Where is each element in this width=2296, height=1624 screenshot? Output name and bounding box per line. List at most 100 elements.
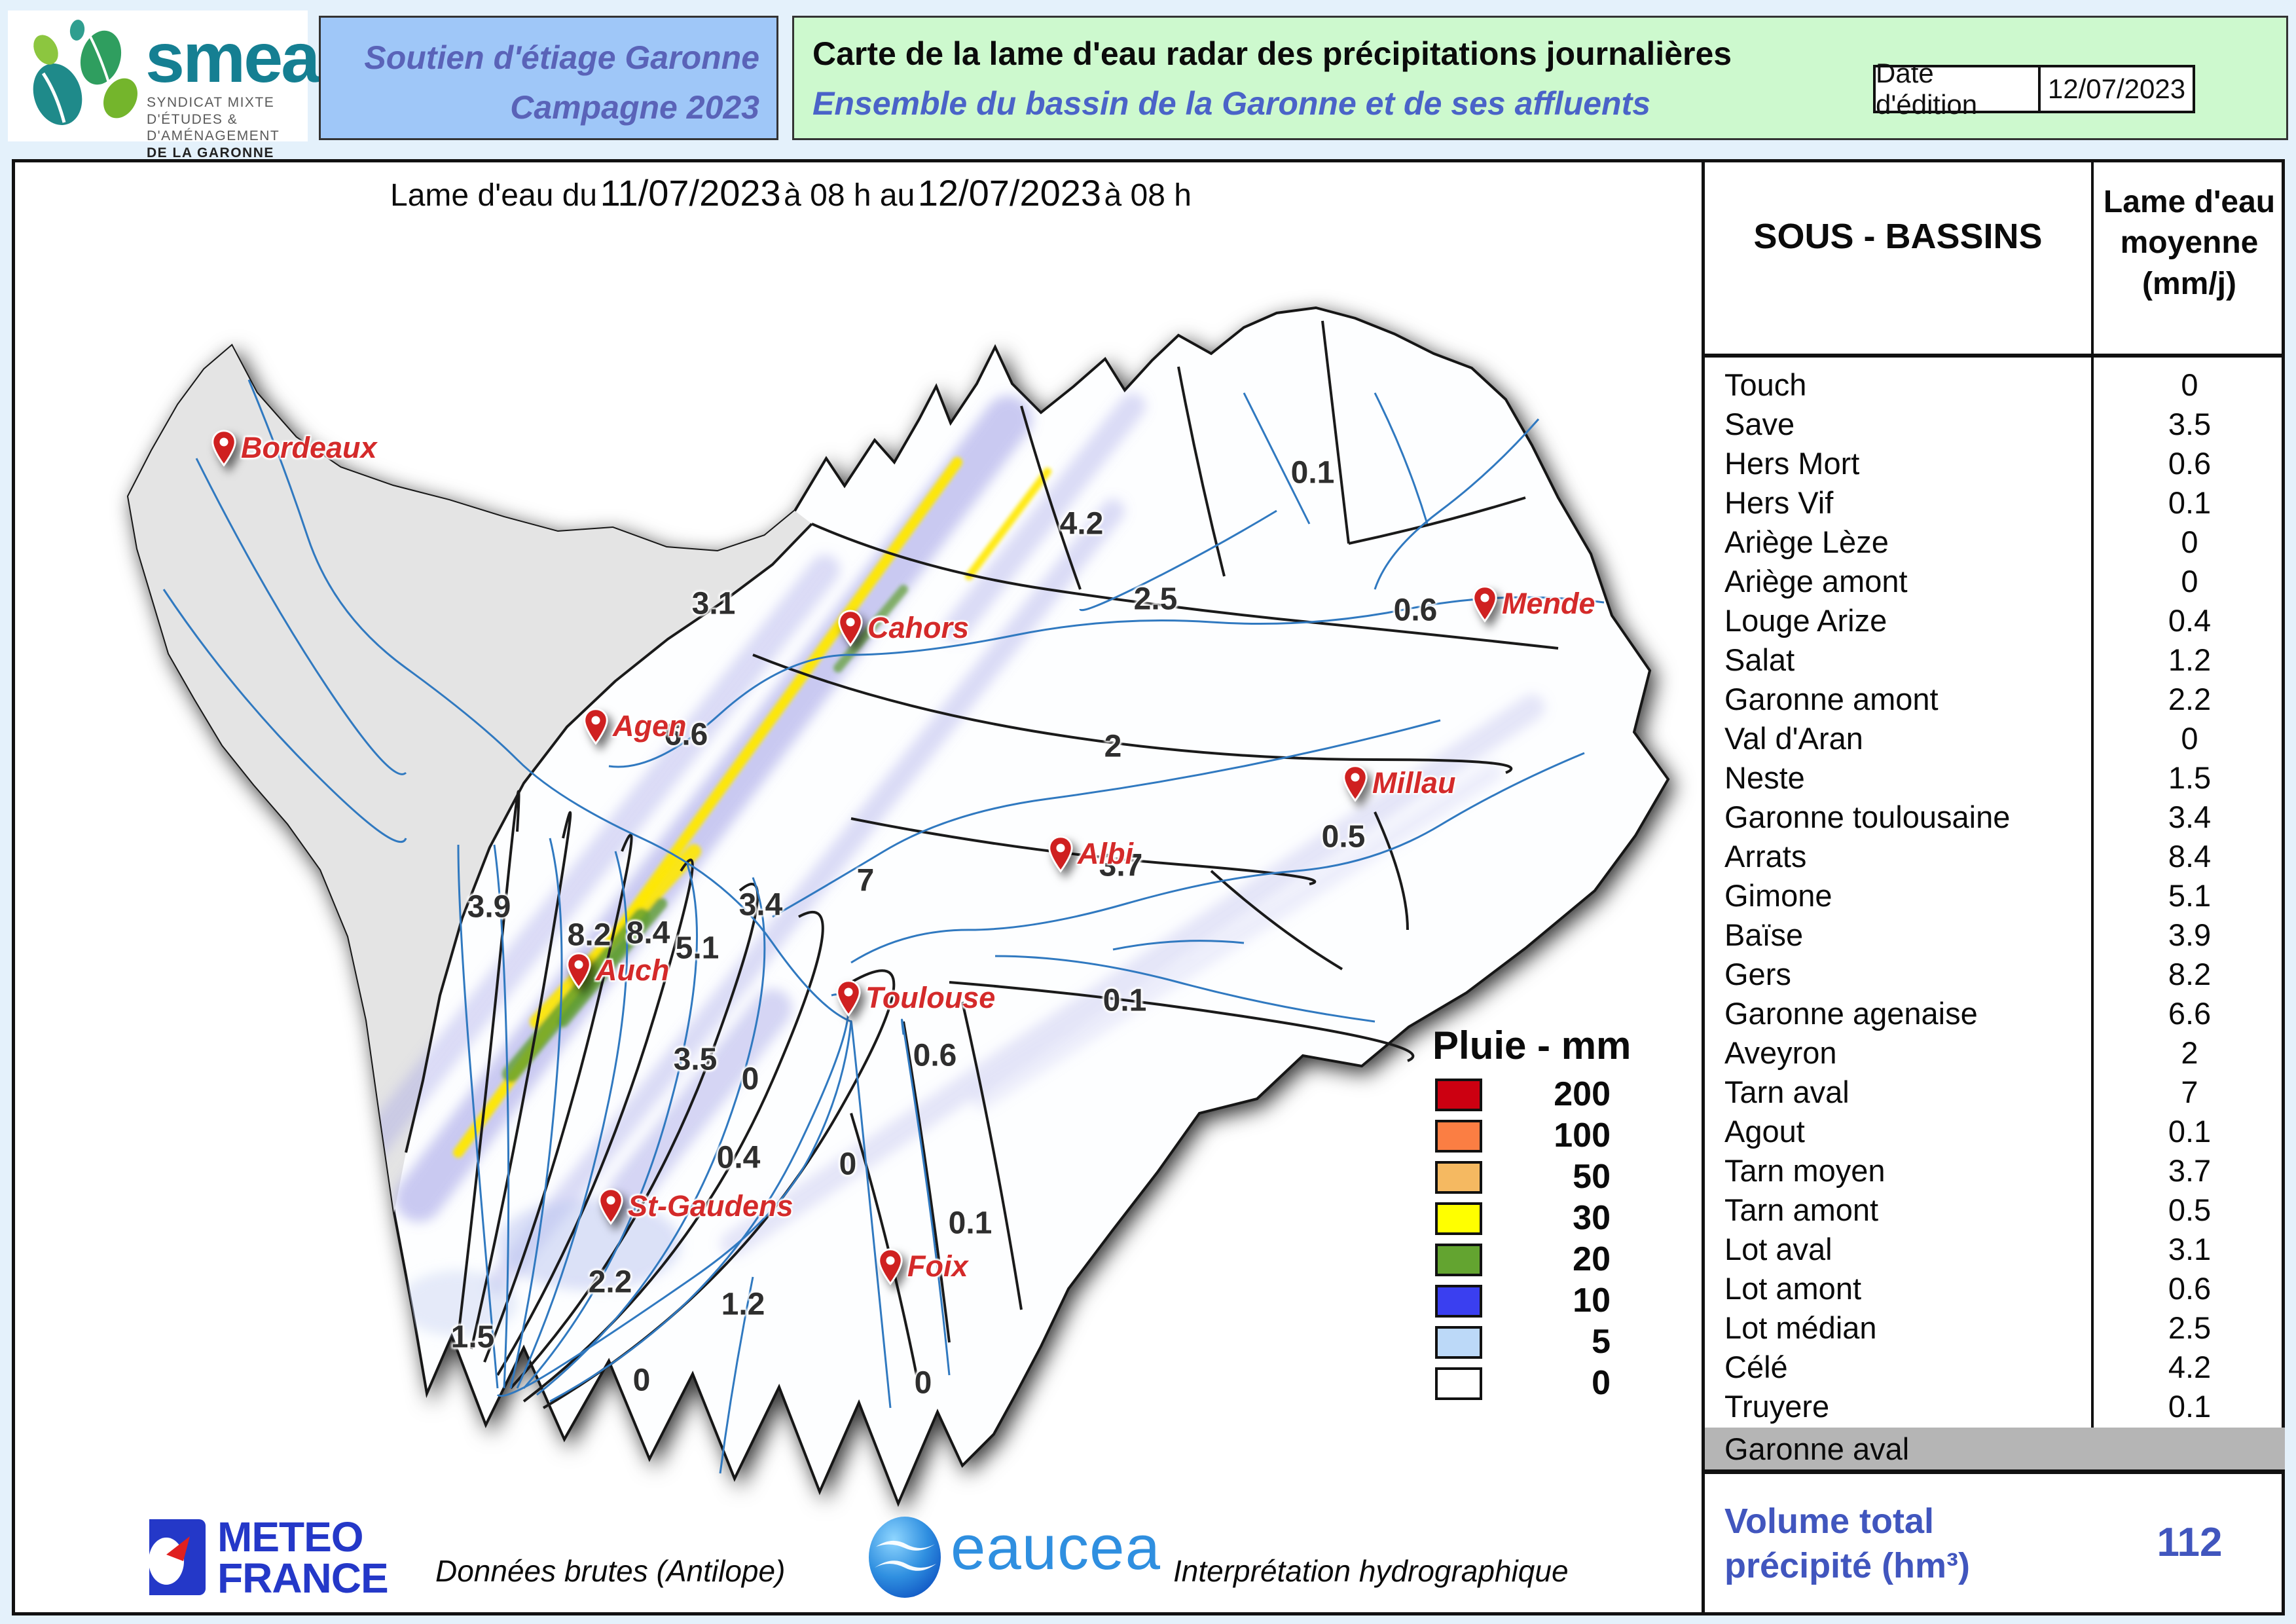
meteo-france-icon xyxy=(124,1514,211,1600)
precipitation-value: 1.2 xyxy=(721,1287,765,1322)
legend-label: 200 xyxy=(1554,1075,1611,1113)
table-row: Tarn aval 7 xyxy=(1705,1074,2285,1113)
precipitation-value: 0.4 xyxy=(716,1140,761,1175)
precipitation-value: 3.9 xyxy=(467,889,511,925)
basin-value: 8.4 xyxy=(2168,839,2212,874)
basin-name: Garonne toulousaine xyxy=(1724,800,2011,834)
table-total-divider xyxy=(1702,1469,2285,1474)
table-row: Touch 0 xyxy=(1705,367,2285,406)
precipitation-value: 0.1 xyxy=(1290,455,1335,490)
basin-value: 0.1 xyxy=(2168,485,2212,520)
table-row: Gimone 5.1 xyxy=(1705,877,2285,917)
eaucea-note: Interprétation hydrographique xyxy=(1173,1554,1569,1588)
basin-value: 1.2 xyxy=(2168,642,2212,677)
table-row: Ariège Lèze 0 xyxy=(1705,524,2285,563)
table-row-garonne-aval: Garonne aval xyxy=(1705,1428,2285,1469)
campaign-banner: Soutien d'étiage Garonne Campagne 2023 xyxy=(319,16,778,140)
table-row: Agout 0.1 xyxy=(1705,1113,2285,1153)
rivers xyxy=(162,379,1605,1474)
precipitation-value: 3.5 xyxy=(673,1042,718,1077)
precipitation-value: 8.4 xyxy=(626,915,670,951)
city-label: Cahors xyxy=(867,611,970,644)
city-label: Bordeaux xyxy=(241,431,377,464)
legend-label: 0 xyxy=(1592,1364,1611,1402)
basin-value: 1.5 xyxy=(2168,760,2212,795)
precipitation-value: 2 xyxy=(1104,729,1122,764)
legend-swatch xyxy=(1435,1079,1482,1111)
table-row: Garonne toulousaine 3.4 xyxy=(1705,799,2285,838)
map-pin-icon xyxy=(581,708,610,749)
basin-name: Garonne agenaise xyxy=(1724,996,1978,1031)
precipitation-value: 8.2 xyxy=(567,917,611,953)
legend-swatch xyxy=(1435,1367,1482,1400)
eaucea-icon xyxy=(869,1517,941,1598)
table-row: Aveyron 2 xyxy=(1705,1035,2285,1074)
map-pin-icon xyxy=(1341,765,1370,806)
precipitation-value: 0 xyxy=(839,1147,857,1182)
basin-value: 0 xyxy=(2181,367,2198,402)
table-row: Célé 4.2 xyxy=(1705,1349,2285,1388)
meteo-france-note: Données brutes (Antilope) xyxy=(435,1554,786,1588)
table-row: Garonne agenaise 6.6 xyxy=(1705,995,2285,1035)
basin-name: Gers xyxy=(1724,957,1791,991)
table-row: Hers Mort 0.6 xyxy=(1705,445,2285,485)
basin-name: Lot amont xyxy=(1724,1271,1862,1306)
basin-name: Aveyron xyxy=(1724,1035,1837,1070)
basin-name: Hers Mort xyxy=(1724,446,1860,481)
meteo-france-line1: METEO xyxy=(217,1513,364,1560)
legend-swatch xyxy=(1435,1120,1482,1153)
map-pin-icon xyxy=(1046,836,1075,877)
legend-swatch xyxy=(1435,1161,1482,1194)
city-label: Auch xyxy=(596,953,670,987)
basin-value: 3.4 xyxy=(2168,800,2212,834)
map-title-date2: 12/07/2023 xyxy=(917,172,1102,213)
legend-label: 50 xyxy=(1573,1158,1611,1196)
basin-value: 0.1 xyxy=(2168,1389,2212,1424)
basin-value: 0 xyxy=(2181,721,2198,756)
total-volume-value: 112 xyxy=(2157,1520,2223,1565)
table-row: Hers Vif 0.1 xyxy=(1705,485,2285,524)
precipitation-value: 0.6 xyxy=(1393,593,1438,628)
legend-swatch xyxy=(1435,1326,1482,1359)
basin-map xyxy=(126,306,1670,1507)
table-row: Val d'Aran 0 xyxy=(1705,720,2285,760)
basin-name: Garonne aval xyxy=(1724,1431,1910,1466)
basin-name: Arrats xyxy=(1724,839,1807,874)
map-title-suffix: à 08 h xyxy=(1104,178,1192,213)
map-title-date1: 11/07/2023 xyxy=(600,172,781,213)
basin-value: 8.2 xyxy=(2168,957,2212,991)
city-label: Mende xyxy=(1502,587,1595,620)
total-volume-label-line2: précipité (hm³) xyxy=(1724,1545,1971,1585)
basin-value: 2.5 xyxy=(2168,1310,2212,1345)
precipitation-value: 4.2 xyxy=(1059,506,1104,542)
smeag-leaves-icon xyxy=(33,20,137,125)
precipitation-value: 0 xyxy=(741,1061,759,1097)
eaucea-wordmark: eaucea xyxy=(951,1513,1161,1583)
map-pin-icon xyxy=(596,1188,625,1229)
city-label: Albi xyxy=(1078,837,1133,870)
map-pin-icon xyxy=(210,430,238,471)
precipitation-value: 0.1 xyxy=(948,1206,993,1241)
table-header-sous-bassins: SOUS - BASSINS xyxy=(1753,217,2043,256)
meteo-france-wordmark: METEO FRANCE xyxy=(217,1513,389,1598)
basin-value: 2.2 xyxy=(2168,682,2212,716)
table-left-border xyxy=(1702,159,1705,1615)
table-row: Salat 1.2 xyxy=(1705,642,2285,681)
precipitation-value: 0 xyxy=(632,1363,651,1398)
table-header-lame-eau-line3: (mm/j) xyxy=(2142,266,2236,301)
precipitation-value: 2.5 xyxy=(1133,581,1178,617)
basin-value: 3.5 xyxy=(2168,407,2212,441)
map-pin-icon xyxy=(564,952,593,993)
smeag-subtitle-line1: SYNDICAT MIXTE xyxy=(147,95,275,110)
basin-name: Lot médian xyxy=(1724,1310,1877,1345)
basin-value: 0.5 xyxy=(2168,1192,2212,1227)
table-row: Save 3.5 xyxy=(1705,406,2285,445)
table-row: Gers 8.2 xyxy=(1705,956,2285,995)
basin-value: 0 xyxy=(2181,564,2198,599)
precipitation-value: 0 xyxy=(914,1365,932,1401)
basin-name: Truyere xyxy=(1724,1389,1830,1424)
table-header-lame-eau-line1: Lame d'eau xyxy=(2103,185,2276,219)
smeag-subtitle-line3: DE LA GARONNE xyxy=(147,145,274,160)
garonne-aval-zone xyxy=(128,346,812,1213)
